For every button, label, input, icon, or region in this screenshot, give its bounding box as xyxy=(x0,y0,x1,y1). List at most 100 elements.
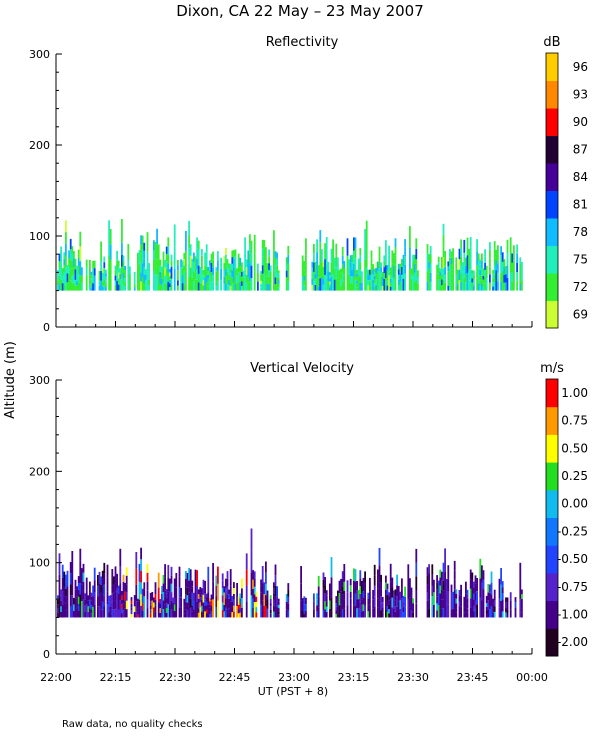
heatmap-cell xyxy=(276,277,278,285)
heatmap-cell xyxy=(269,278,272,285)
heatmap-cell xyxy=(146,590,149,600)
heatmap-cell xyxy=(469,258,472,270)
heatmap-cell xyxy=(415,259,418,270)
heatmap-cell xyxy=(76,596,78,608)
heatmap-cell xyxy=(389,279,392,283)
heatmap-cell xyxy=(215,271,218,277)
heatmap-cell xyxy=(482,286,485,291)
heatmap-cell xyxy=(233,250,235,259)
heatmap-cell xyxy=(215,586,218,597)
heatmap-cell xyxy=(159,612,162,618)
heatmap-cell xyxy=(378,257,381,269)
colorbar-swatch xyxy=(546,80,558,109)
heatmap-cell xyxy=(343,275,346,284)
heatmap-cell xyxy=(380,285,382,291)
heatmap-cell xyxy=(484,269,486,277)
colorbar-label: 81 xyxy=(573,197,588,211)
heatmap-cell xyxy=(401,282,403,291)
heatmap-cell xyxy=(285,609,288,618)
heatmap-cell xyxy=(301,276,304,284)
heatmap-cell xyxy=(330,577,333,598)
heatmap-cell xyxy=(442,246,445,258)
heatmap-cell xyxy=(521,612,523,618)
heatmap-cell xyxy=(205,252,208,260)
heatmap-cell xyxy=(146,608,149,618)
heatmap-cell xyxy=(413,254,416,264)
heatmap-cell xyxy=(57,604,59,609)
heatmap-cell xyxy=(453,560,456,571)
heatmap-cell xyxy=(389,563,392,582)
heatmap-cell xyxy=(253,272,256,291)
heatmap-cell xyxy=(159,278,162,285)
colorbar-label: -0.25 xyxy=(557,524,588,538)
heatmap-cell xyxy=(469,269,472,280)
heatmap-cell xyxy=(260,598,262,605)
heatmap-cell xyxy=(349,585,352,592)
heatmap-cell xyxy=(146,599,149,609)
heatmap-cell xyxy=(276,586,278,597)
y-tick-label: 0 xyxy=(43,321,50,334)
heatmap-cell xyxy=(471,278,474,283)
panel-reflectivity: Reflectivity dB01002003006972757881848790… xyxy=(29,35,588,334)
heatmap-cell xyxy=(225,269,227,277)
heatmap-cell xyxy=(466,612,469,618)
heatmap-cell xyxy=(300,566,302,584)
heatmap-cell xyxy=(465,274,467,283)
heatmap-cell xyxy=(426,575,429,584)
heatmap-cell xyxy=(473,275,475,281)
heatmap-cell xyxy=(154,611,157,618)
heatmap-cell xyxy=(373,585,376,597)
heatmap-cell xyxy=(346,580,349,593)
heatmap-cell xyxy=(474,583,477,593)
heatmap-cell xyxy=(466,237,469,256)
heatmap-cell xyxy=(388,600,390,605)
heatmap-cell xyxy=(90,281,93,285)
heatmap-cell xyxy=(81,568,83,585)
heatmap-cell xyxy=(317,277,320,283)
heatmap-cell xyxy=(482,570,485,580)
heatmap-cell xyxy=(356,276,358,281)
heatmap-cell xyxy=(92,275,94,284)
heatmap-cell xyxy=(73,597,75,605)
heatmap-cell xyxy=(209,614,211,618)
heatmap-cell xyxy=(329,281,331,285)
heatmap-cell xyxy=(250,240,253,254)
heatmap-cell xyxy=(458,280,461,291)
heatmap-cell xyxy=(463,277,466,291)
heatmap-cell xyxy=(114,583,117,592)
heatmap-cell xyxy=(141,588,144,596)
heatmap-cell xyxy=(228,274,230,280)
heatmap-cell xyxy=(445,578,448,592)
heatmap-cell xyxy=(109,275,112,291)
heatmap-cell xyxy=(77,266,80,275)
heatmap-cell xyxy=(316,265,318,278)
heatmap-cell xyxy=(153,597,155,603)
heatmap-cell xyxy=(516,262,518,273)
heatmap-cell xyxy=(460,273,462,282)
heatmap-cell xyxy=(316,277,318,291)
heatmap-cell xyxy=(133,287,136,291)
heatmap-cell xyxy=(513,245,515,261)
heatmap-cell xyxy=(498,578,501,589)
heatmap-cell xyxy=(455,598,458,604)
heatmap-cell xyxy=(93,268,96,276)
heatmap-cell xyxy=(199,587,202,593)
heatmap-cell xyxy=(141,249,144,264)
heatmap-cell xyxy=(201,269,203,277)
heatmap-cell xyxy=(460,239,462,248)
heatmap-cell xyxy=(111,593,114,602)
heatmap-cell xyxy=(463,239,466,253)
heatmap-cell xyxy=(466,608,469,613)
heatmap-cell xyxy=(471,270,474,275)
heatmap-cell xyxy=(125,567,128,576)
heatmap-cell xyxy=(409,269,411,291)
heatmap-cell xyxy=(356,287,358,291)
heatmap-cell xyxy=(433,604,435,618)
heatmap-cell xyxy=(471,580,474,588)
heatmap-cell xyxy=(442,608,445,618)
heatmap-cell xyxy=(189,598,192,608)
heatmap-cell xyxy=(482,272,485,276)
heatmap-cell xyxy=(223,276,226,284)
heatmap-cell xyxy=(233,593,235,600)
heatmap-cell xyxy=(346,255,349,274)
